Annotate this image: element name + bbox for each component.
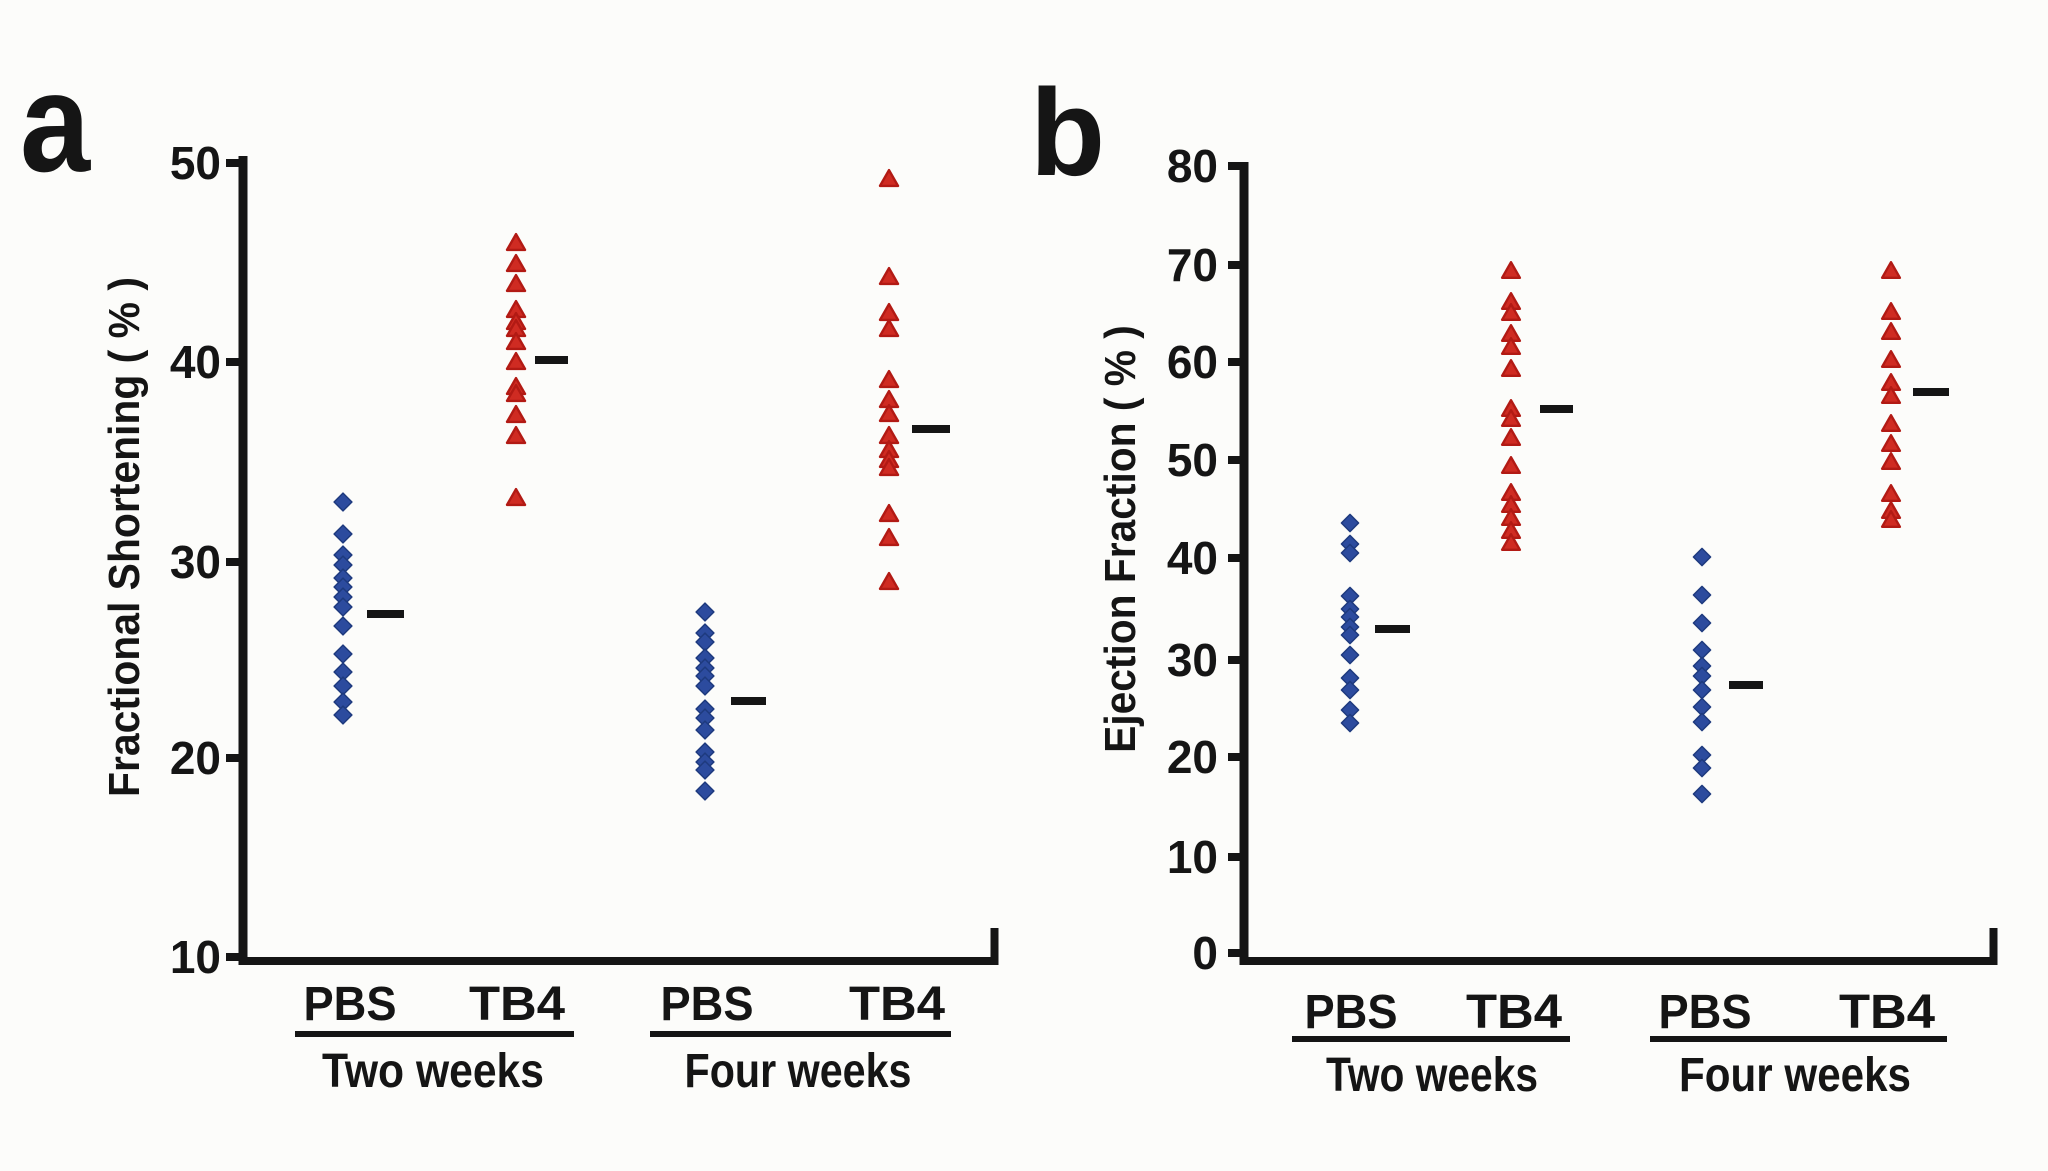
svg-text:40: 40 (170, 336, 221, 388)
svg-text:40: 40 (1167, 532, 1218, 584)
svg-text:30: 30 (170, 536, 221, 588)
svg-text:70: 70 (1167, 239, 1218, 291)
svg-text:PBS: PBS (304, 978, 397, 1031)
svg-text:b: b (1030, 65, 1105, 202)
svg-text:20: 20 (170, 732, 221, 784)
svg-text:Two weeks: Two weeks (1326, 1049, 1538, 1102)
svg-text:10: 10 (170, 931, 221, 983)
svg-text:Two weeks: Two weeks (322, 1045, 544, 1098)
svg-text:TB4: TB4 (1839, 986, 1935, 1039)
svg-text:TB4: TB4 (849, 978, 945, 1031)
svg-text:TB4: TB4 (469, 978, 565, 1031)
svg-text:80: 80 (1167, 140, 1218, 192)
svg-text:60: 60 (1167, 336, 1218, 388)
svg-text:30: 30 (1167, 634, 1218, 686)
svg-text:a: a (20, 44, 92, 201)
svg-text:Fractional Shortening ( % ): Fractional Shortening ( % ) (100, 277, 149, 797)
svg-text:Four weeks: Four weeks (1679, 1049, 1911, 1102)
svg-text:Ejection Fraction ( % ): Ejection Fraction ( % ) (1096, 325, 1145, 753)
svg-text:PBS: PBS (1305, 986, 1398, 1039)
svg-text:PBS: PBS (661, 978, 754, 1031)
svg-text:Four weeks: Four weeks (685, 1045, 912, 1098)
svg-text:0: 0 (1192, 927, 1218, 979)
svg-text:PBS: PBS (1659, 986, 1752, 1039)
svg-text:50: 50 (170, 137, 221, 189)
svg-text:TB4: TB4 (1466, 986, 1562, 1039)
svg-text:20: 20 (1167, 731, 1218, 783)
svg-text:50: 50 (1167, 434, 1218, 486)
svg-text:10: 10 (1167, 831, 1218, 883)
